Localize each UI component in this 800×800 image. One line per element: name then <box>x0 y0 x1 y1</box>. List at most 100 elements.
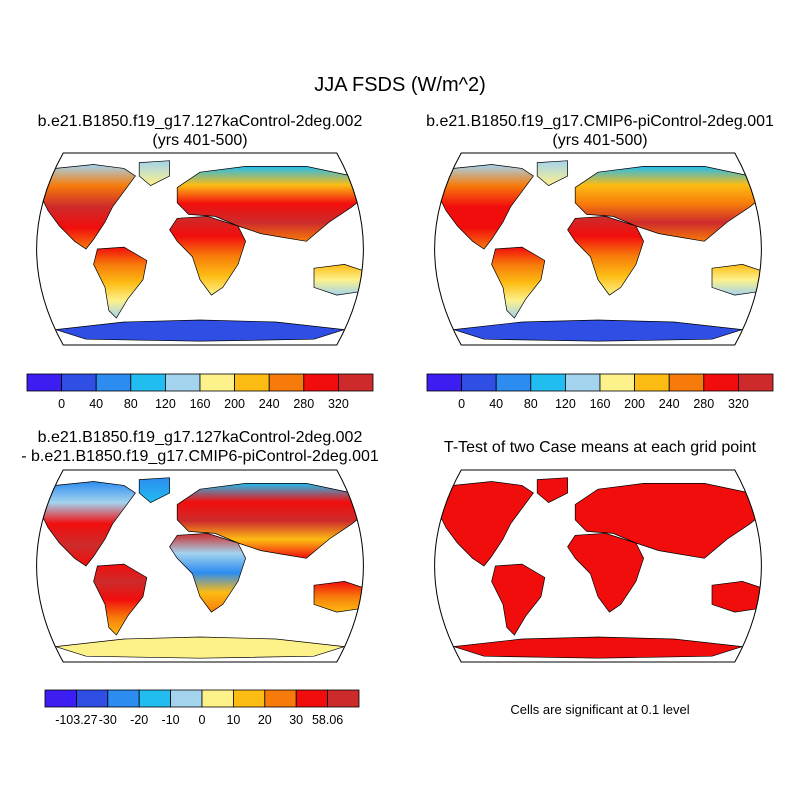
colorbar-tick-label: 40 <box>89 397 103 411</box>
colorbar-swatch <box>495 373 532 392</box>
panel-2-title: b.e21.B1850.f19_g17.CMIP6-piControl-2deg… <box>400 112 800 150</box>
continent-greenland <box>138 160 170 187</box>
continent-africa <box>169 216 246 296</box>
continent-europe-asia <box>574 483 762 559</box>
continent-europe-asia <box>574 166 762 242</box>
colorbar-tick-label: -30 <box>99 713 117 727</box>
panel-4-title-line1: T-Test of two Case means at each grid po… <box>443 439 757 456</box>
colorbar-tick-label: 40 <box>489 397 503 411</box>
colorbar-swatch <box>565 373 601 392</box>
colorbar-2: 0 40 80 120 160 200 240 280 320 <box>426 373 774 411</box>
colorbar-swatch <box>327 689 360 708</box>
colorbar-swatch <box>234 373 270 392</box>
colorbar-tick-label: -10 <box>162 713 180 727</box>
continent-south-america <box>491 563 546 636</box>
colorbar-tick-label: 10 <box>226 713 240 727</box>
colorbar-tick-label: 120 <box>155 397 176 411</box>
colorbar-tick-label: 240 <box>659 397 680 411</box>
colorbar-tick-label: 200 <box>224 397 245 411</box>
colorbar-swatch <box>668 373 705 392</box>
map-outline <box>36 152 364 346</box>
panel-1-title-line1: b.e21.B1850.f19_g17.127kaControl-2deg.00… <box>37 113 363 130</box>
panel-3-title-line2: - b.e21.B1850.f19_g17.CMIP6-piControl-2d… <box>21 448 379 465</box>
panel-1-title-line2: (yrs 401-500) <box>152 132 248 149</box>
continent-greenland <box>536 160 568 187</box>
continent-greenland <box>536 477 568 504</box>
colorbar-tick-label: 0 <box>58 397 65 411</box>
colorbar-tick-label: 120 <box>555 397 576 411</box>
colorbar-tick-label: -20 <box>130 713 148 727</box>
continent-north-america <box>434 481 534 567</box>
colorbar-swatch <box>170 689 203 708</box>
continent-south-america <box>491 246 546 319</box>
colorbar-tick-label: 30 <box>289 713 303 727</box>
colorbar-tick-label: -103.27 <box>55 713 97 727</box>
continent-africa <box>169 533 246 613</box>
colorbar-swatch <box>337 373 374 392</box>
colorbar-tick-label: 280 <box>693 397 714 411</box>
significance-note: Cells are significant at 0.1 level <box>510 702 690 717</box>
colorbar-3: -103.27 -30 -20 -10 0 10 20 30 58.06 <box>44 689 360 727</box>
colorbar-swatch <box>426 373 462 392</box>
colorbar-swatch <box>61 373 97 392</box>
continent-greenland <box>138 477 170 504</box>
panel-3-title-line1: b.e21.B1850.f19_g17.127kaControl-2deg.00… <box>37 429 363 446</box>
colorbar-tick-label: 20 <box>258 713 272 727</box>
colorbar-swatch <box>264 689 297 708</box>
map-panel-4 <box>434 469 762 663</box>
colorbar-swatch <box>530 373 566 392</box>
map-panel-1 <box>36 152 364 346</box>
colorbar-swatch <box>95 373 132 392</box>
colorbar-swatch <box>303 373 339 392</box>
colorbar-swatch <box>738 373 774 392</box>
colorbar-swatch <box>268 373 305 392</box>
panel-1-title: b.e21.B1850.f19_g17.127kaControl-2deg.00… <box>0 112 400 150</box>
map-outline <box>434 469 762 663</box>
continent-north-america <box>36 481 136 567</box>
colorbar-swatch <box>199 373 235 392</box>
map-panel-3 <box>36 469 364 663</box>
colorbar-tick-label: 80 <box>124 397 138 411</box>
colorbar-tick-label: 0 <box>199 713 206 727</box>
continent-south-america <box>93 246 148 319</box>
colorbar-tick-label: 58.06 <box>312 713 343 727</box>
colorbar-tick-label: 0 <box>458 397 465 411</box>
panel-2-title-line1: b.e21.B1850.f19_g17.CMIP6-piControl-2deg… <box>426 113 774 130</box>
panel-4-title: T-Test of two Case means at each grid po… <box>400 438 800 457</box>
colorbar-tick-label: 160 <box>590 397 611 411</box>
colorbar-tick-label: 320 <box>728 397 749 411</box>
colorbar-tick-label: 80 <box>524 397 538 411</box>
colorbar-swatch <box>164 373 201 392</box>
figure-title: JJA FSDS (W/m^2) <box>314 74 486 96</box>
continent-australia <box>313 581 364 613</box>
colorbar-1: 0 40 80 120 160 200 240 280 320 <box>26 373 374 411</box>
colorbar-swatch <box>107 689 140 708</box>
colorbar-swatch <box>461 373 497 392</box>
colorbar-swatch <box>26 373 62 392</box>
colorbar-tick-label: 200 <box>624 397 645 411</box>
colorbar-tick-label: 240 <box>259 397 280 411</box>
colorbar-swatch <box>76 689 109 708</box>
continent-north-america <box>36 164 136 250</box>
colorbar-swatch <box>703 373 739 392</box>
colorbar-swatch <box>138 689 171 708</box>
map-panel-2 <box>434 152 762 346</box>
continent-australia <box>711 264 762 296</box>
continent-south-america <box>93 563 148 636</box>
continent-africa <box>567 533 644 613</box>
colorbar-tick-label: 160 <box>190 397 211 411</box>
colorbar-swatch <box>232 689 266 708</box>
continent-australia <box>711 581 762 613</box>
continent-north-america <box>434 164 534 250</box>
colorbar-swatch <box>295 689 329 708</box>
continent-europe-asia <box>176 166 364 242</box>
colorbar-swatch <box>44 689 77 708</box>
colorbar-swatch <box>599 373 635 392</box>
colorbar-swatch <box>130 373 166 392</box>
continent-africa <box>567 216 644 296</box>
map-outline <box>36 469 364 663</box>
colorbar-tick-label: 320 <box>328 397 349 411</box>
colorbar-swatch <box>201 689 234 708</box>
continent-australia <box>313 264 364 296</box>
